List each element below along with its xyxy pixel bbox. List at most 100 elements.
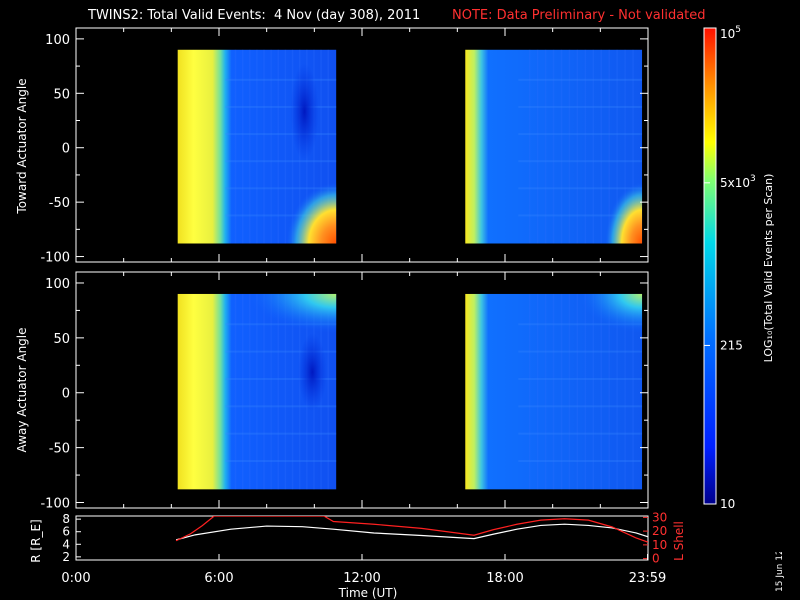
- heat-streak: [241, 49, 244, 244]
- heat-streak: [608, 49, 610, 244]
- orbit-panel-frame: [75, 515, 649, 561]
- heat-streak: [576, 293, 579, 490]
- heat-streak: [584, 49, 587, 244]
- time-axis-label: Time (UT): [338, 586, 398, 600]
- ytick-label: 100: [45, 277, 70, 292]
- heat-band: [518, 160, 643, 163]
- heat-streak: [616, 49, 618, 244]
- heat-streak: [592, 293, 595, 490]
- heat-streak: [249, 293, 251, 490]
- heat-streak: [616, 293, 618, 490]
- r-tick-label: 2: [62, 550, 70, 564]
- lshell-tick-label: 10: [652, 538, 667, 552]
- heat-streak: [632, 49, 634, 244]
- heat-band: [518, 460, 643, 463]
- ytick-label: -50: [49, 196, 70, 211]
- heat-streak: [560, 49, 563, 244]
- r-axis-label: R [R_E]: [29, 519, 43, 562]
- colorbar-tick-label: 5x103: [720, 174, 756, 190]
- colorbar-label: LOG₁₀(Total Valid Events per Scan): [762, 174, 775, 363]
- heat-streak: [552, 293, 555, 490]
- ytick-label: 50: [53, 87, 70, 102]
- preliminary-note: NOTE: Data Preliminary - Not validated: [452, 8, 706, 23]
- heat-streak: [536, 49, 539, 244]
- heat-band: [225, 105, 337, 108]
- heat-streak: [320, 49, 322, 244]
- heat-streak: [234, 293, 237, 490]
- lshell-tick-label: 0: [652, 552, 660, 566]
- heat-band: [225, 133, 337, 136]
- heat-streak: [584, 293, 587, 490]
- heat-streak: [241, 293, 244, 490]
- colorbar-tick-label: 10: [720, 497, 735, 511]
- heat-streak: [277, 49, 280, 244]
- ytick-label: 0: [62, 387, 70, 402]
- heat-band: [518, 405, 643, 408]
- heat-band: [225, 78, 337, 81]
- ytick-label: 0: [62, 142, 70, 157]
- ytick-label: 50: [53, 332, 70, 347]
- heat-streak: [270, 49, 272, 244]
- heat-band: [225, 377, 337, 380]
- date-stamp-text: 15 Jun 12: [775, 552, 785, 592]
- heat-streak: [544, 293, 547, 490]
- heat-streak: [284, 293, 287, 490]
- heat-streak: [624, 293, 626, 490]
- heat-streak: [592, 49, 595, 244]
- heat-streak: [284, 49, 287, 244]
- heat-streak: [528, 49, 531, 244]
- colorbar-tick-exponent: 3: [750, 174, 756, 184]
- heat-band: [518, 350, 643, 353]
- time-tick-label: 6:00: [204, 571, 233, 586]
- upper-ylabel: Toward Actuator Angle: [15, 78, 29, 214]
- colorbar-tick-exponent: 5: [735, 25, 741, 35]
- heat-streak: [256, 49, 258, 244]
- heat-streak: [263, 293, 265, 490]
- heat-top-glow: [562, 293, 643, 343]
- heat-streak: [632, 293, 634, 490]
- heat-hot-corner: [264, 156, 337, 244]
- panel1-block1: [177, 49, 337, 244]
- colorbar-tick-label: 105: [720, 25, 741, 41]
- heat-streak: [298, 293, 301, 490]
- heat-band: [518, 187, 643, 190]
- heat-band: [518, 377, 643, 380]
- heat-streak: [600, 49, 603, 244]
- chart-title: TWINS2: Total Valid Events: 4 Nov (day 3…: [88, 8, 421, 23]
- heat-band: [518, 214, 643, 217]
- heat-streak: [256, 293, 258, 490]
- heat-streak: [536, 293, 539, 490]
- heat-dark-region: [298, 333, 327, 412]
- title-line: TWINS2: Total Valid Events: 4 Nov (day 3…: [0, 4, 800, 24]
- r-tick-label: 4: [62, 537, 70, 551]
- heat-streak: [291, 293, 294, 490]
- heat-band: [518, 432, 643, 435]
- time-tick-label: 18:00: [486, 571, 523, 586]
- time-tick-label: 0:00: [61, 571, 90, 586]
- heat-streak: [291, 49, 294, 244]
- heat-streak: [544, 49, 547, 244]
- heat-streak: [277, 293, 280, 490]
- heat-streak: [568, 293, 571, 490]
- r-tick-label: 6: [62, 525, 70, 539]
- heat-streak: [624, 49, 626, 244]
- r-tick-label: 8: [62, 512, 70, 526]
- heat-streak: [327, 49, 329, 244]
- colorbar: [703, 27, 717, 505]
- heat-streak: [576, 49, 579, 244]
- panel1-block2: [465, 49, 643, 244]
- heat-band: [518, 78, 643, 81]
- ytick-label: 100: [45, 33, 70, 48]
- ytick-label: -100: [40, 251, 70, 266]
- heat-dark-region: [290, 63, 319, 161]
- time-tick-label: 23:59: [629, 571, 666, 586]
- ytick-label: -100: [40, 497, 70, 512]
- panel2-block1: [177, 293, 337, 490]
- lshell-axis-label: L Shell: [672, 521, 686, 561]
- heat-streak: [234, 49, 237, 244]
- heat-streak: [327, 293, 329, 490]
- heat-band: [225, 405, 337, 408]
- heat-band: [518, 133, 643, 136]
- heat-streak: [608, 293, 610, 490]
